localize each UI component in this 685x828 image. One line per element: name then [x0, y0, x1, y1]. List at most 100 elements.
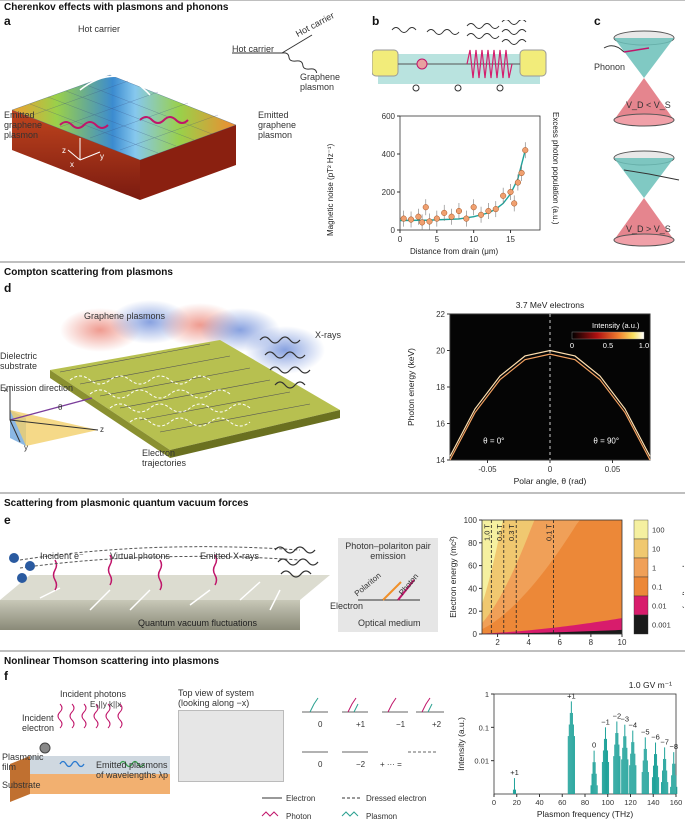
- peak-label: +1: [510, 768, 519, 777]
- data-point: [422, 204, 429, 211]
- diagram-hot-carrier-label: Hot carrier: [232, 44, 275, 54]
- peak-label: 0: [592, 741, 596, 750]
- chart-b-ylabel: Magnetic noise (pT² Hz⁻¹): [326, 143, 335, 236]
- chart-b: 0 5 10 15 0 200 400 600: [382, 112, 541, 244]
- data-point: [441, 209, 448, 216]
- chart-title: 1.0 GV m⁻¹: [629, 680, 672, 690]
- legend-title: Intensity (a.u.): [592, 321, 640, 330]
- x-tick-label: 10: [469, 235, 478, 244]
- electron-label: Electron: [330, 601, 364, 611]
- panel-label-c: c: [594, 14, 601, 28]
- colorbar-swatch: [633, 519, 649, 540]
- region-0.01: [482, 618, 622, 634]
- phonon-label: Phonon: [594, 62, 626, 72]
- data-point: [518, 169, 525, 177]
- section-title-compton: Compton scattering from plasmons: [4, 267, 173, 278]
- chart-f: 1.0 GV m⁻¹ +1 +1 0 −1−2 −3−4 −5−6−7−8 0 20 40 60 80…: [456, 680, 683, 819]
- legend-electron: Electron: [286, 794, 316, 803]
- divider: [0, 261, 685, 263]
- colorbar-swatch: [633, 614, 649, 635]
- field-direction-label: E₀||y k||x: [90, 700, 122, 709]
- plot-frame: [481, 519, 623, 635]
- fit-line: [399, 150, 526, 222]
- data-point: [470, 204, 477, 211]
- x-tick-label: 60: [558, 798, 566, 807]
- hot-carrier-decay-diagram: [232, 34, 318, 74]
- order-label: +1: [356, 720, 366, 729]
- y-tick-label: 200: [382, 188, 396, 197]
- emission-curve: [449, 353, 651, 461]
- data-point: [455, 207, 462, 215]
- y-tick-label: 80: [468, 539, 477, 548]
- x-tick-label: 40: [535, 798, 543, 807]
- colorbar-tick: 1.0: [639, 341, 649, 350]
- x-axis-label: Polar angle, θ (rad): [514, 476, 587, 486]
- data-point: [514, 179, 521, 186]
- peak-label: −1: [601, 717, 610, 726]
- data-point: [408, 216, 415, 223]
- field-line-label: 0.5 T: [495, 524, 504, 541]
- x-tick-label: 8: [589, 638, 594, 647]
- region-0.001: [482, 629, 622, 634]
- chart-b-xlabel: Distance from drain (μm): [410, 247, 499, 256]
- colorbar-label: Total power (pW): [682, 545, 684, 609]
- x-tick-label: 0: [548, 465, 553, 474]
- x-tick-label: 80: [581, 798, 589, 807]
- incident-electron-label: Incident electron: [22, 713, 55, 733]
- pair-emission-box: [338, 538, 438, 632]
- x-tick-label: 160: [670, 798, 683, 807]
- x-tick-label: 20: [513, 798, 521, 807]
- region-100: [482, 520, 622, 605]
- legend-dressed-electron: Dressed electron: [366, 794, 427, 803]
- y-tick-label: 22: [436, 310, 445, 319]
- y-tick-label: 1: [485, 690, 489, 699]
- data-point: [485, 207, 492, 215]
- peak-label: −8: [669, 742, 678, 751]
- order-label: −2: [356, 760, 366, 769]
- panel-label-d: d: [4, 281, 12, 295]
- colorbar-swatch: [633, 576, 649, 597]
- data-point: [400, 215, 407, 222]
- y-tick-label: 0.1: [479, 723, 489, 732]
- section-title-thomson: Nonlinear Thomson scattering into plasmo…: [4, 656, 220, 667]
- x-tick-label: 0.05: [605, 465, 621, 474]
- emitted-plasmon-left-label: Emitted graphene plasmon: [4, 110, 43, 140]
- x-axis-label: Plasmon frequency (THz): [537, 809, 634, 819]
- feynman-expansion-diagrams: [302, 697, 444, 753]
- y-tick-label: 100: [464, 516, 478, 525]
- divider: [0, 650, 685, 652]
- chart-d: 3.7 MeV electrons θ = 0° θ = 90° Intensity …: [406, 300, 651, 486]
- y-tick-label: 40: [468, 584, 477, 593]
- diagram-legend: [261, 797, 362, 817]
- order-label: +2: [432, 720, 442, 729]
- theta-label: θ: [58, 403, 63, 412]
- data-point: [426, 218, 433, 225]
- peak-label: −7: [660, 737, 669, 746]
- region-10: [482, 520, 622, 624]
- axis-y-label: y: [24, 443, 28, 452]
- y-tick-label: 18: [436, 383, 445, 392]
- y-tick-label: 0: [391, 226, 396, 235]
- x-tick-label: 15: [506, 235, 515, 244]
- y-axis-label: Photon energy (keV): [406, 348, 416, 426]
- order-label: 0: [318, 720, 323, 729]
- emitted-plasmon-right-label: Emitted graphene plasmon: [258, 110, 297, 140]
- x-tick-label: 100: [601, 798, 614, 807]
- y-tick-label: 20: [468, 607, 477, 616]
- section-title-cherenkov: Cherenkov effects with plasmons and phon…: [4, 2, 229, 13]
- colorbar-tick: 0.01: [652, 602, 667, 611]
- panel-label-e: e: [4, 513, 11, 527]
- data-point: [511, 200, 518, 207]
- data-point: [492, 206, 499, 213]
- panel-label-f: f: [4, 669, 8, 683]
- x-tick-label: 0: [398, 235, 403, 244]
- graphene-plasmons-label: Graphene plasmons: [84, 311, 166, 321]
- peak-label: −4: [628, 721, 637, 730]
- colorbar: [571, 331, 645, 340]
- peak-label: −2: [613, 711, 622, 720]
- x-tick-label: 0: [492, 798, 496, 807]
- data-point: [463, 215, 470, 222]
- field-line-label: 0.1 T: [545, 524, 554, 541]
- axis-y-label: y: [100, 152, 104, 161]
- axis-z-label: z: [62, 146, 66, 155]
